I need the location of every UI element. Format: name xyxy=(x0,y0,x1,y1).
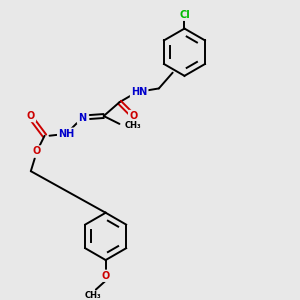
Text: O: O xyxy=(33,146,41,157)
Text: CH₃: CH₃ xyxy=(124,122,141,130)
Text: N: N xyxy=(78,113,86,123)
Text: HN: HN xyxy=(131,87,147,98)
Text: O: O xyxy=(102,271,110,281)
Text: NH: NH xyxy=(58,129,74,139)
Text: O: O xyxy=(129,111,137,121)
Text: O: O xyxy=(27,111,35,121)
Text: Cl: Cl xyxy=(179,10,190,20)
Text: CH₃: CH₃ xyxy=(85,291,101,300)
